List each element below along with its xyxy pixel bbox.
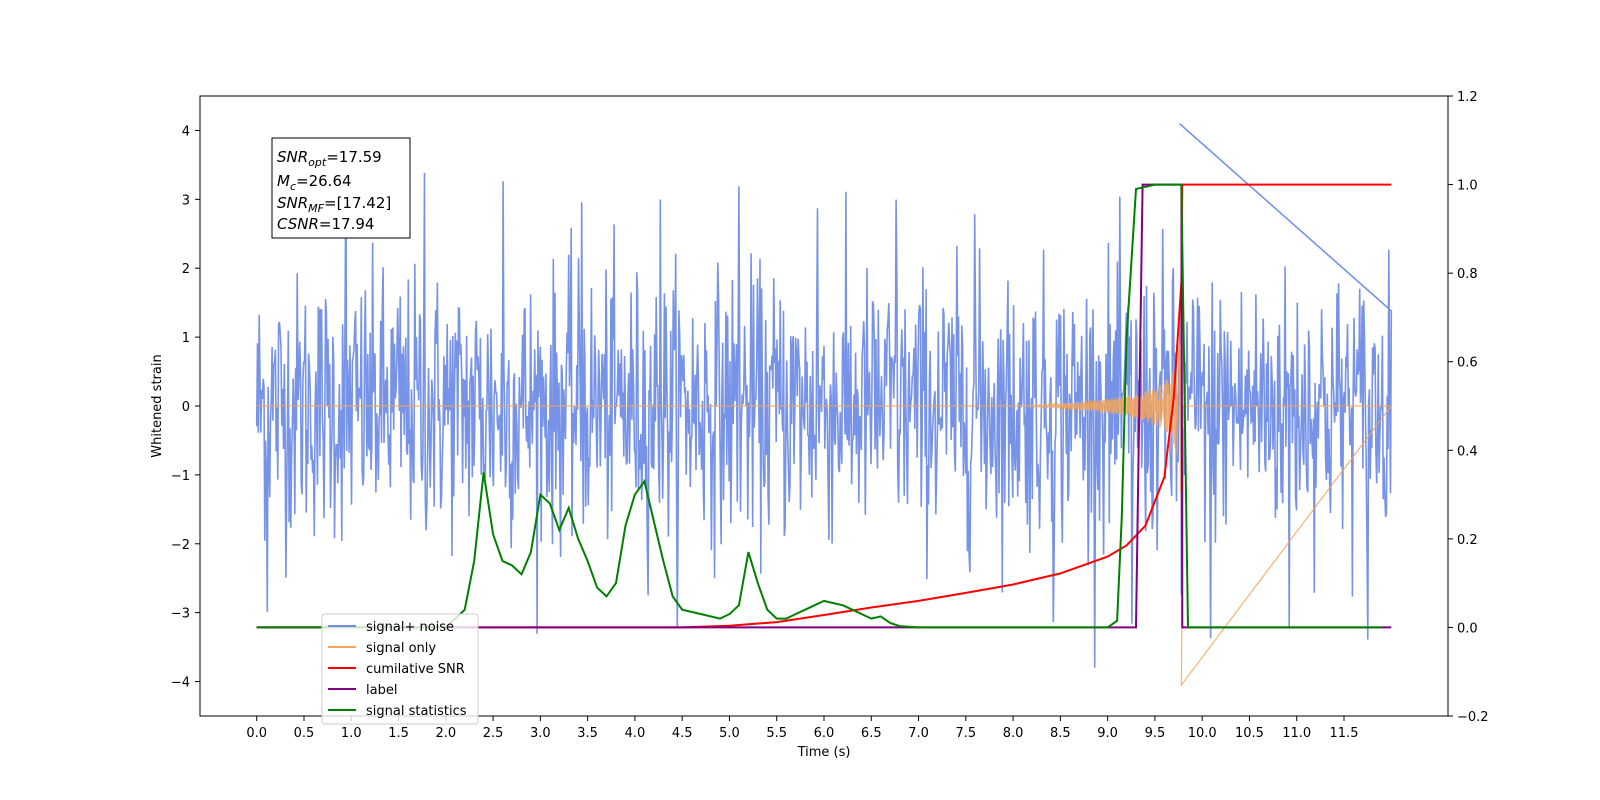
- x-tick-label: 9.5: [1145, 726, 1166, 741]
- x-tick-label: 4.5: [672, 726, 693, 741]
- annotation-snr-mf: SNRMF=[17.42]: [277, 194, 391, 215]
- x-tick-label: 3.5: [577, 726, 598, 741]
- x-tick-label: 3.0: [530, 726, 551, 741]
- x-tick-label: 9.0: [1097, 726, 1118, 741]
- y2-tick-label: 0.0: [1457, 621, 1478, 636]
- x-tick-label: 6.0: [814, 726, 835, 741]
- x-tick-label: 2.0: [435, 726, 456, 741]
- y-tick-label: 4: [182, 124, 190, 139]
- x-axis: 0.0 0.5 1.0 1.5 2.0 2.5 3.0 3.5 4.0 4.5 5.0 5.5 6.0 6…: [246, 716, 1358, 741]
- x-axis-label: Time (s): [797, 745, 851, 760]
- y2-tick-label: 0.4: [1457, 444, 1478, 459]
- x-tick-label: 1.0: [341, 726, 362, 741]
- y-tick-label: 0: [182, 400, 190, 415]
- series-line-signal-only: [256, 311, 1393, 687]
- legend-entry-signal-statistics: signal statistics: [328, 704, 467, 719]
- svg-text:cumilative SNR: cumilative SNR: [366, 662, 465, 677]
- annotation-box: SNRopt=17.59 Mc=26.64 SNRMF=[17.42] CSNR…: [271, 137, 411, 239]
- x-tick-label: 11.0: [1282, 726, 1311, 741]
- y2-tick-label: 0.8: [1457, 267, 1478, 282]
- x-tick-label: 5.5: [766, 726, 787, 741]
- y2-tick-label: 1.0: [1457, 179, 1478, 194]
- y-tick-label: −4: [171, 676, 190, 691]
- svg-text:signal+ noise: signal+ noise: [366, 620, 454, 635]
- x-tick-label: 0.5: [294, 726, 315, 741]
- x-tick-label: 1.5: [388, 726, 409, 741]
- svg-text:signal statistics: signal statistics: [366, 704, 467, 719]
- x-tick-label: 8.0: [1003, 726, 1024, 741]
- y-tick-label: 3: [182, 193, 190, 208]
- svg-text:label: label: [366, 683, 397, 698]
- legend-entry-label: label: [328, 683, 397, 698]
- legend-entry-signal-noise: signal+ noise: [328, 620, 454, 635]
- x-tick-label: 7.0: [908, 726, 929, 741]
- y-tick-label: 2: [182, 262, 190, 277]
- y-axis-right: 1.2 1.0 0.8 0.6 0.4 0.2 0.0 −0.2: [1448, 90, 1489, 725]
- x-tick-label: 10.0: [1188, 726, 1217, 741]
- y2-tick-label: −0.2: [1457, 710, 1489, 725]
- y-tick-label: −3: [171, 607, 190, 622]
- series-line-signal-noise: [255, 123, 1393, 668]
- legend-entry-signal-only: signal only: [328, 641, 436, 656]
- y-tick-label: −2: [171, 538, 190, 553]
- x-tick-label: 6.5: [861, 726, 882, 741]
- y-axis-label: Whitened strain: [150, 354, 165, 457]
- legend: signal+ noise signal only cumilative SNR…: [321, 613, 479, 725]
- y-tick-label: 1: [182, 331, 190, 346]
- y2-tick-label: 1.2: [1457, 90, 1478, 105]
- x-tick-label: 10.5: [1235, 726, 1264, 741]
- x-tick-label: 11.5: [1330, 726, 1359, 741]
- y-axis-left: 4 3 2 1 0 −1 −2 −3 −4: [171, 124, 200, 691]
- legend-entry-cumilative-snr: cumilative SNR: [328, 662, 465, 677]
- annotation-csnr: CSNR=17.94: [277, 215, 374, 233]
- annotation-snr-opt: SNRopt=17.59: [277, 148, 382, 169]
- x-tick-label: 5.0: [719, 726, 740, 741]
- x-tick-label: 2.5: [483, 726, 504, 741]
- svg-text:signal only: signal only: [366, 641, 436, 656]
- x-tick-label: 7.5: [955, 726, 976, 741]
- x-tick-label: 8.5: [1050, 726, 1071, 741]
- x-tick-label: 0.0: [246, 726, 267, 741]
- y2-tick-label: 0.6: [1457, 356, 1478, 371]
- x-tick-label: 4.0: [625, 726, 646, 741]
- annotation-mc: Mc=26.64: [277, 172, 352, 193]
- y2-tick-label: 0.2: [1457, 533, 1478, 548]
- series-line-signal-statistics: [256, 183, 1382, 629]
- plot-area: [255, 123, 1393, 687]
- y-tick-label: −1: [171, 469, 190, 484]
